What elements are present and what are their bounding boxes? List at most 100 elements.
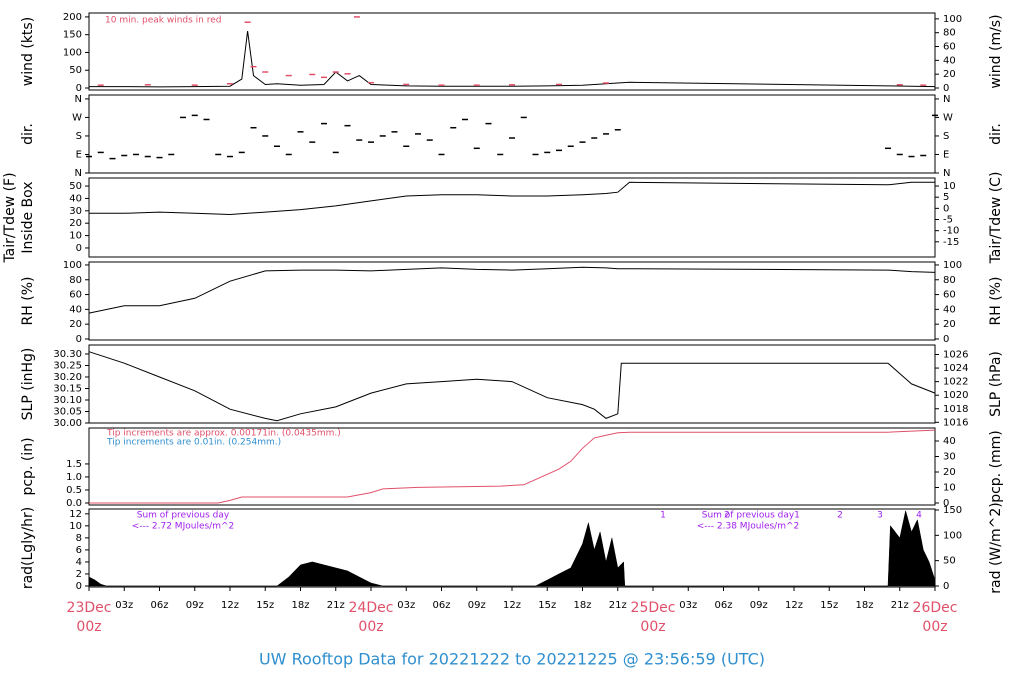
annotation: 2 — [724, 511, 730, 521]
y-tick-label: 0 — [76, 83, 82, 94]
y2-tick-label: 0 — [943, 581, 949, 592]
y-tick-label: 200 — [63, 12, 82, 23]
x-tick-sublabel: 00z — [640, 619, 665, 635]
y-tick-label: 0 — [76, 334, 82, 345]
y2-tick-label: 1026 — [943, 349, 968, 360]
y2-tick-label: N — [943, 94, 950, 105]
data-line — [89, 429, 936, 504]
x-tick-label: 18z — [292, 600, 310, 611]
y-tick-label: 0.5 — [66, 485, 82, 496]
y2-tick-label: 80 — [943, 28, 956, 39]
x-tick-label: 21z — [891, 600, 909, 611]
annotation: 2 — [837, 511, 843, 521]
y2-tick-label: 60 — [943, 290, 956, 301]
y-tick-label: 50 — [69, 65, 82, 76]
y-tick-label: 30 — [69, 206, 82, 217]
y2-tick-label: 40 — [943, 55, 956, 66]
y-tick-label: 40 — [69, 193, 82, 204]
y2-axis-title: pcp. (mm) — [988, 430, 1004, 503]
y2-tick-label: 60 — [943, 42, 956, 53]
x-tick-label: 06z — [715, 600, 733, 611]
y-tick-label: W — [72, 112, 82, 123]
y-axis-title: RH (%) — [20, 277, 36, 326]
y-tick-label: 8 — [76, 533, 82, 544]
y2-tick-label: 1020 — [943, 390, 968, 401]
annotation: Tip increments are 0.01in. (0.254mm.) — [106, 438, 281, 448]
y-tick-label: 30.25 — [53, 360, 82, 371]
annotation: 3 — [877, 511, 883, 521]
y-tick-label: E — [76, 149, 82, 160]
x-tick-label: 06z — [151, 600, 169, 611]
y-tick-label: 20 — [69, 218, 82, 229]
y-tick-label: 10 — [69, 231, 82, 242]
y2-tick-label: 100 — [943, 530, 962, 541]
panel-frame — [88, 261, 936, 341]
x-tick-label: 15z — [820, 600, 838, 611]
y2-tick-label: 1018 — [943, 404, 968, 415]
y-axis-title: pcp. (in) — [20, 437, 36, 495]
y2-tick-label: 10 — [943, 181, 956, 192]
y2-tick-label: 0 — [943, 203, 949, 214]
y2-tick-label: -15 — [943, 237, 959, 248]
y2-tick-label: S — [943, 131, 949, 142]
y-tick-label: 2 — [76, 569, 82, 580]
x-tick-label: 03z — [679, 600, 697, 611]
y2-tick-label: 1016 — [943, 417, 968, 428]
y-tick-label: 150 — [63, 30, 82, 41]
annotation: 1 — [794, 511, 800, 521]
x-tick-label: 24Dec — [349, 600, 394, 616]
panel-frame — [88, 427, 936, 506]
y2-tick-label: 40 — [943, 304, 956, 315]
y-tick-label: 50 — [69, 181, 82, 192]
y-tick-label: 1.5 — [66, 459, 82, 470]
y-axis-title: wind (kts) — [20, 17, 36, 86]
panel-frame — [88, 94, 936, 174]
data-line — [88, 351, 936, 422]
annotation: <--- 2.72 MJoules/m^2 — [132, 522, 234, 532]
y-axis-title: rad(Lgly/hr) — [20, 507, 36, 589]
y2-tick-label: 0 — [943, 334, 949, 345]
x-tick-label: 03z — [115, 600, 133, 611]
y2-axis-title: dir. — [988, 123, 1004, 145]
footer: UW Rooftop Data for 20221222 to 20221225… — [259, 650, 765, 669]
annotation: 4 — [916, 511, 922, 521]
y-tick-label: 80 — [69, 275, 82, 286]
y-axis-title: dir. — [20, 123, 36, 145]
y2-tick-label: 20 — [943, 319, 956, 330]
y-tick-label: 40 — [69, 304, 82, 315]
y-tick-label: 12 — [69, 509, 82, 520]
y-axis-title: Inside Box — [20, 181, 36, 253]
y2-tick-label: 0 — [943, 83, 949, 94]
y-tick-label: 30.10 — [53, 395, 82, 406]
y2-axis-title: RH (%) — [988, 277, 1004, 326]
x-tick-label: 21z — [327, 600, 345, 611]
y-tick-label: 10 — [69, 521, 82, 532]
x-tick-sublabel: 00z — [358, 619, 383, 635]
annotation: Tip increments are approx. 0.00171in. (0… — [106, 429, 341, 439]
y2-tick-label: 10 — [943, 482, 956, 493]
y-tick-label: 0.0 — [66, 498, 82, 509]
x-tick-label: 12z — [221, 600, 239, 611]
x-tick-label: 21z — [609, 600, 627, 611]
panel-frame — [88, 177, 936, 258]
y2-axis-title: Tair/Tdew (C) — [988, 172, 1004, 265]
x-tick-sublabel: 00z — [922, 619, 947, 635]
data-line — [88, 266, 936, 314]
y-tick-label: 6 — [76, 545, 82, 556]
y2-tick-label: 20 — [943, 467, 956, 478]
x-tick-label: 15z — [538, 600, 556, 611]
y-axis-title: SLP (inHg) — [20, 348, 36, 421]
y-tick-label: S — [76, 131, 82, 142]
y-tick-label: 0 — [76, 243, 82, 254]
y2-tick-label: 80 — [943, 275, 956, 286]
y-tick-label: 4 — [76, 557, 82, 568]
x-tick-label: 23Dec — [67, 600, 112, 616]
y-tick-label: 100 — [63, 47, 82, 58]
x-tick-label: 12z — [503, 600, 521, 611]
x-tick-label: 15z — [256, 600, 274, 611]
annotation: 1 — [660, 511, 666, 521]
x-tick-label: 12z — [785, 600, 803, 611]
y2-tick-label: 0 — [943, 498, 949, 509]
